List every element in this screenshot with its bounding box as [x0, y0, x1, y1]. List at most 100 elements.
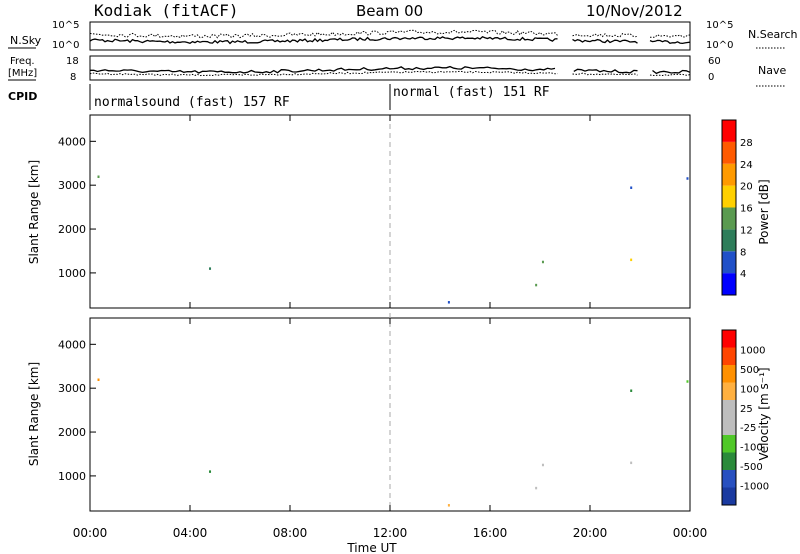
noise-right-tick-bottom: 10^0 [706, 40, 733, 51]
freq-left-tick-top: 18 [66, 56, 79, 67]
noise-sky-label: N.Sky [10, 34, 42, 47]
colorbar-tick-label: 100 [740, 384, 759, 395]
x-tick-label: 04:00 [173, 526, 208, 540]
y-tick-label: 2000 [58, 223, 86, 236]
colorbar-tick-label: 1000 [740, 345, 765, 356]
cpid-program-2: normal (fast) 151 RF [393, 85, 550, 100]
colorbar-tick-label: -100 [740, 443, 763, 454]
x-tick-label: 16:00 [473, 526, 508, 540]
velocity-colorbar: 1000 500 100 25 -25 -100 -500 -1000 [721, 329, 769, 506]
colorbar-tick-label: -500 [740, 462, 763, 473]
colorbar-swatch [722, 487, 736, 505]
colorbar-swatch [722, 452, 736, 470]
nave-right-tick-bottom: 0 [708, 72, 714, 83]
nave-trace [89, 70, 691, 77]
colorbar-swatch [722, 470, 736, 488]
colorbar-swatch [722, 185, 736, 208]
colorbar-swatch [722, 251, 736, 274]
colorbar-swatch [722, 330, 736, 348]
x-tick-label: 08:00 [273, 526, 308, 540]
power-cell [97, 175, 100, 178]
x-tick-label: 00:00 [73, 526, 108, 540]
colorbar-tick-label: 500 [740, 365, 759, 376]
x-tick-label: 12:00 [373, 526, 408, 540]
nave-label: Nave [758, 64, 786, 77]
y-tick-label: 2000 [58, 426, 86, 439]
noise-left-tick-top: 10^5 [52, 20, 79, 31]
freq-label-line1: Freq. [10, 56, 35, 67]
freq-left-tick-bottom: 8 [70, 72, 76, 83]
noise-search-trace [89, 29, 691, 39]
velocity-y-axis: 1000 2000 3000 4000 [58, 338, 96, 483]
date-title: 10/Nov/2012 [586, 2, 683, 20]
noise-search-label: N.Search [748, 28, 798, 41]
velocity-colorbar-label: Velocity [m s⁻¹] [757, 367, 771, 460]
velocity-cell [541, 463, 544, 467]
colorbar-tick-label: 4 [740, 269, 746, 280]
y-tick-label: 3000 [58, 179, 86, 192]
velocity-cell [630, 461, 633, 465]
power-y-axis-label: Slant Range [km] [27, 160, 41, 264]
power-cell [686, 177, 689, 180]
power-cell [630, 186, 633, 189]
noise-right-tick-top: 10^5 [706, 20, 733, 31]
colorbar-swatch [722, 347, 736, 365]
colorbar-tick-label: 20 [740, 182, 753, 193]
power-cell [541, 260, 544, 264]
velocity-cell [97, 378, 100, 381]
velocity-cell [535, 486, 538, 490]
power-cell [630, 258, 633, 262]
velocity-cell [209, 470, 212, 473]
colorbar-frame [721, 119, 737, 296]
colorbar-frame [721, 329, 737, 506]
noise-sky-trace [89, 36, 691, 45]
noise-panel-frame [89, 21, 691, 51]
colorbar-swatch [722, 163, 736, 186]
power-cell [447, 301, 450, 304]
colorbar-swatch [722, 417, 736, 435]
station-title: Kodiak (fitACF) [94, 1, 239, 20]
frequency-trace [90, 65, 691, 75]
colorbar-tick-label: 12 [740, 225, 753, 236]
power-cell [535, 283, 538, 287]
colorbar-tick-label: -1000 [740, 482, 769, 493]
colorbar-swatch [722, 141, 736, 164]
y-tick-label: 4000 [58, 135, 86, 148]
cpid-program-1: normalsound (fast) 157 RF [94, 95, 290, 110]
colorbar-tick-label: 24 [740, 160, 753, 171]
velocity-cell [447, 504, 450, 507]
colorbar-swatch [722, 207, 736, 230]
power-scatter-layer [97, 175, 689, 304]
y-tick-label: 3000 [58, 382, 86, 395]
colorbar-swatch [722, 400, 736, 418]
freq-panel-frame [89, 55, 691, 81]
colorbar-swatch [722, 435, 736, 453]
y-tick-label: 1000 [58, 267, 86, 280]
colorbar-tick-label: 28 [740, 138, 753, 149]
power-colorbar: 28 24 20 16 12 8 4 [721, 119, 753, 296]
colorbar-swatch [722, 229, 736, 252]
colorbar-swatch [722, 365, 736, 383]
colorbar-tick-label: -25 [740, 423, 756, 434]
y-tick-label: 4000 [58, 338, 86, 351]
y-tick-label: 1000 [58, 470, 86, 483]
velocity-cell [686, 380, 689, 383]
colorbar-swatch [722, 273, 736, 295]
colorbar-tick-label: 16 [740, 204, 753, 215]
x-axis-label: Time UT [346, 541, 397, 554]
x-tick-label: 20:00 [573, 526, 608, 540]
colorbar-swatch [722, 120, 736, 142]
colorbar-swatch [722, 382, 736, 400]
velocity-cell [630, 389, 633, 392]
freq-label-line2: [MHz] [8, 68, 37, 79]
power-cell [209, 267, 212, 270]
nave-right-tick-top: 60 [708, 56, 721, 67]
time-axis: 00:00 04:00 08:00 12:00 16:00 20:00 00:00 [73, 115, 707, 540]
power-panel-background [90, 115, 690, 308]
beam-title: Beam 00 [356, 2, 423, 20]
colorbar-tick-label: 25 [740, 404, 753, 415]
noise-left-tick-bottom: 10^0 [52, 40, 79, 51]
power-colorbar-label: Power [dB] [757, 179, 771, 244]
velocity-y-axis-label: Slant Range [km] [27, 362, 41, 466]
